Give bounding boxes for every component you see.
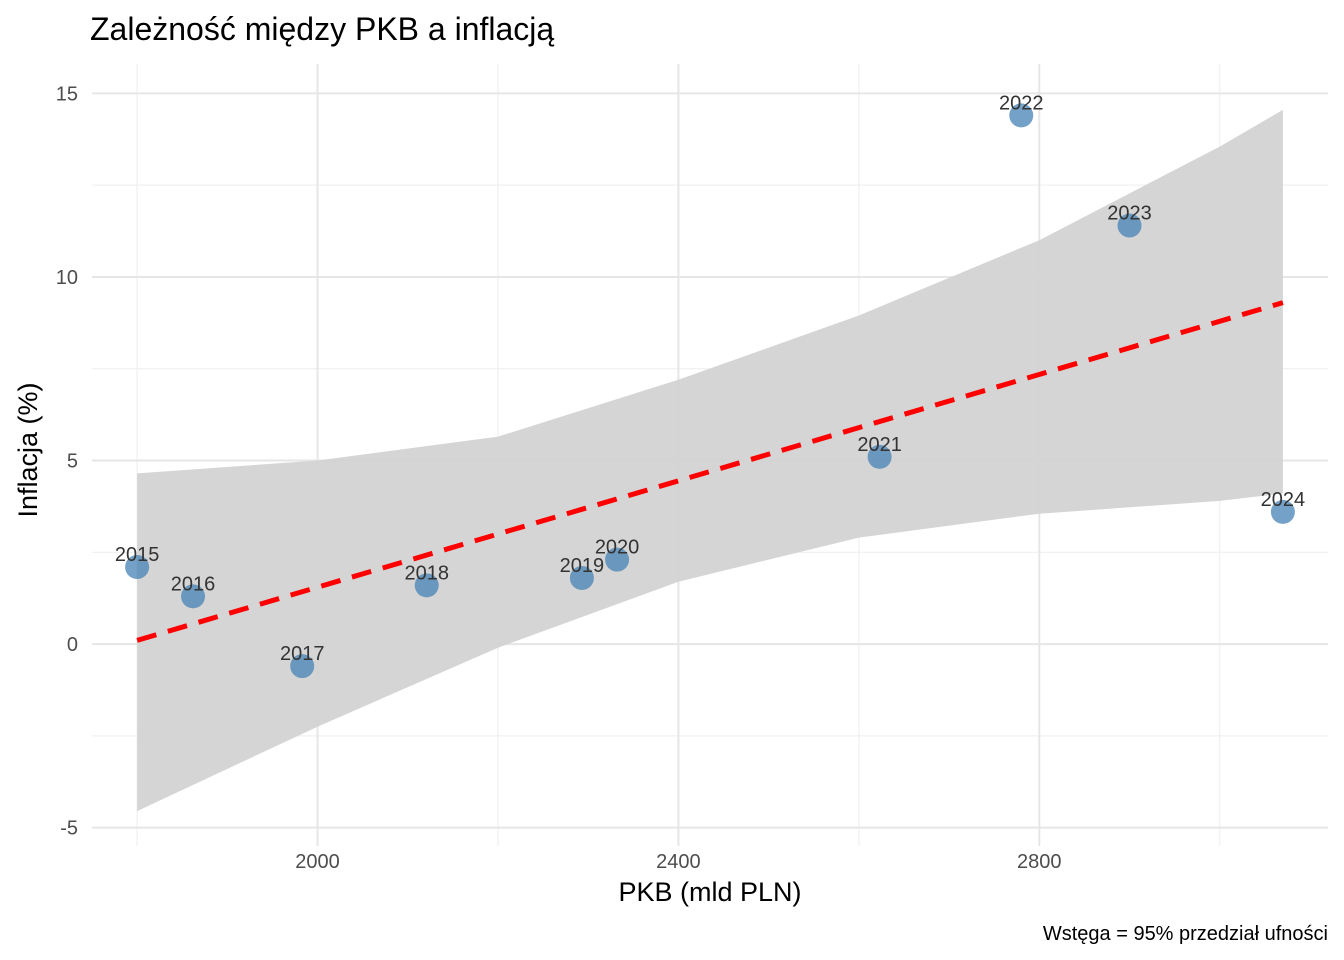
confidence-band [137,109,1283,812]
data-point [1117,213,1142,238]
data-point [125,554,150,579]
point-label: 2020 [595,537,640,559]
regression-line-group [136,300,1284,643]
point-label: 2019 [560,555,605,577]
point-label: 2015 [115,544,160,566]
point-label: 2023 [1107,203,1152,225]
point-label: 2017 [280,643,325,665]
y-tick-label: 0 [67,634,78,656]
point-label: 2016 [171,573,216,595]
y-axis-title: Inflacja (%) [13,382,43,517]
data-point [569,565,594,590]
data-point [290,654,315,679]
regression-line [136,300,1284,643]
x-tick-label: 2800 [1017,851,1062,873]
data-point [1009,103,1034,128]
data-point [867,444,892,469]
data-point [181,584,206,609]
data-points [125,103,1295,679]
point-label: 2021 [857,434,902,456]
chart-caption: Wstęga = 95% przedział ufności [1043,923,1328,945]
confidence-band-group [137,109,1283,812]
x-tick-label: 2400 [656,851,701,873]
x-tick-labels: 2000 2400 2800 [295,851,1061,873]
data-point [605,547,630,572]
chart-title: Zależność między PKB a inflacją [90,11,554,47]
data-point [1270,499,1295,524]
y-tick-label: -5 [60,818,78,840]
y-tick-labels: -5 0 5 10 15 [56,83,78,839]
y-tick-label: 5 [67,451,78,473]
data-point [414,573,439,598]
x-tick-label: 2000 [295,851,340,873]
y-tick-label: 10 [56,267,78,289]
y-tick-label: 15 [56,83,78,105]
point-label: 2022 [999,92,1044,114]
x-axis-title: PKB (mld PLN) [618,877,801,907]
point-label: 2024 [1261,489,1306,511]
point-label: 2018 [404,562,449,584]
